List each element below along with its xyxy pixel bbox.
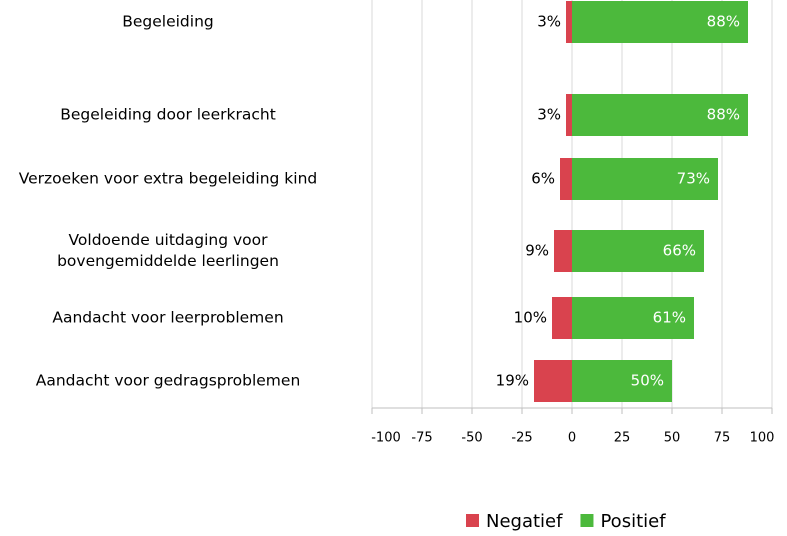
x-tick-label: 25 bbox=[614, 431, 631, 446]
value-label: 19% bbox=[496, 372, 529, 390]
value-label: 3% bbox=[537, 13, 561, 31]
value-label: 61% bbox=[653, 309, 686, 327]
bar bbox=[572, 360, 672, 402]
bar bbox=[534, 360, 572, 402]
legend-label: Positief bbox=[600, 511, 666, 532]
x-tick-label: -75 bbox=[411, 431, 432, 446]
legend-swatch bbox=[466, 514, 479, 527]
value-label: 50% bbox=[631, 372, 664, 390]
category-label: Aandacht voor gedragsproblemen bbox=[35, 371, 301, 390]
value-label: 6% bbox=[531, 170, 555, 188]
category-label: Begeleiding door leerkracht bbox=[60, 105, 276, 124]
bar bbox=[560, 158, 572, 200]
bar bbox=[566, 94, 572, 136]
bar bbox=[572, 297, 694, 339]
category-label: Verzoeken voor extra begeleiding kind bbox=[18, 169, 318, 188]
value-label: 10% bbox=[514, 309, 547, 327]
x-tick-label: 100 bbox=[750, 431, 775, 446]
x-tick-label: 0 bbox=[568, 431, 576, 446]
bar bbox=[572, 230, 704, 272]
value-label: 9% bbox=[525, 242, 549, 260]
legend-label: Negatief bbox=[486, 511, 563, 532]
category-label: Begeleiding bbox=[122, 12, 214, 31]
x-tick-label: 75 bbox=[714, 431, 731, 446]
value-label: 88% bbox=[707, 13, 740, 31]
x-tick-label: -100 bbox=[371, 431, 401, 446]
bar bbox=[572, 1, 748, 43]
value-label: 88% bbox=[707, 106, 740, 124]
value-label: 66% bbox=[663, 242, 696, 260]
bar bbox=[552, 297, 572, 339]
value-label: 73% bbox=[677, 170, 710, 188]
bar bbox=[554, 230, 572, 272]
bar bbox=[572, 158, 718, 200]
bar bbox=[572, 94, 748, 136]
category-label: Aandacht voor leerproblemen bbox=[52, 308, 284, 327]
x-tick-label: 50 bbox=[664, 431, 681, 446]
x-tick-label: -50 bbox=[461, 431, 482, 446]
category-label: Voldoende uitdaging voor bovengemiddelde… bbox=[57, 231, 279, 270]
x-tick-label: -25 bbox=[511, 431, 532, 446]
value-label: 3% bbox=[537, 106, 561, 124]
legend-swatch bbox=[580, 514, 594, 527]
bar bbox=[566, 1, 572, 43]
